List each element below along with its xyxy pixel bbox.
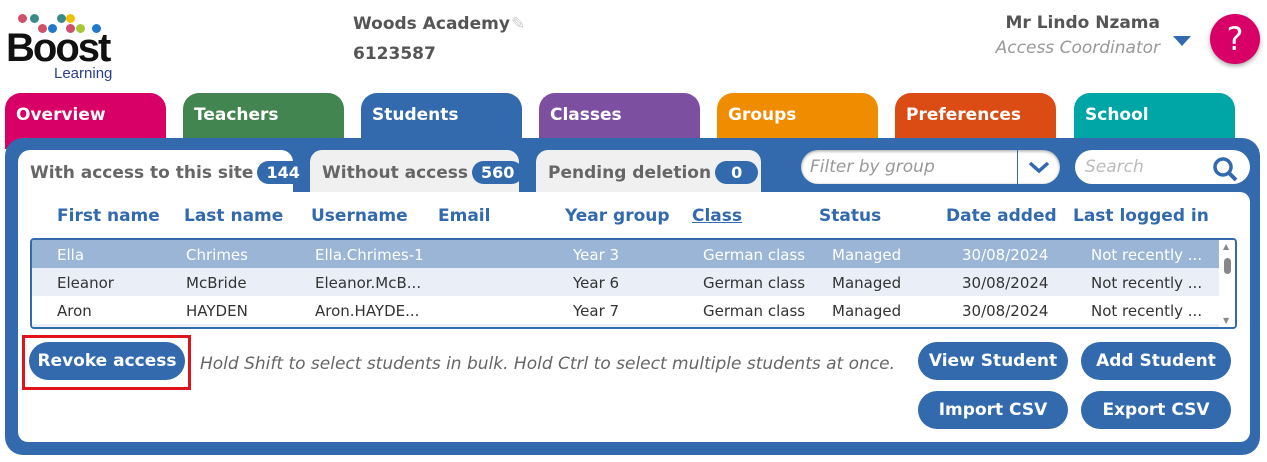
subtab-pending-deletion[interactable]: Pending deletion 0 — [536, 150, 761, 192]
selection-hint: Hold Shift to select students in bulk. H… — [200, 354, 895, 374]
import-csv-button[interactable]: Import CSV — [918, 391, 1068, 429]
cell: Chrimes — [186, 246, 248, 264]
cell: Managed — [832, 274, 902, 292]
cell: Managed — [832, 246, 902, 264]
cell: 30/08/2024 — [962, 246, 1049, 264]
school-name: Woods Academy — [353, 14, 510, 34]
column-username[interactable]: Username — [311, 206, 408, 226]
cell: Not recently ... — [1091, 302, 1203, 320]
column-class[interactable]: Class — [692, 206, 743, 226]
cell: Year 6 — [573, 274, 620, 292]
cell: Year 7 — [573, 302, 620, 320]
chevron-down-icon[interactable] — [1017, 150, 1060, 184]
cell: Ella — [57, 246, 85, 264]
cell: Not recently ... — [1091, 246, 1203, 264]
table-scrollbar[interactable]: ▲ ▼ — [1219, 240, 1235, 327]
cell: 30/08/2024 — [962, 274, 1049, 292]
cell: HAYDEN — [186, 302, 248, 320]
cell: Eleanor.McB... — [315, 274, 422, 292]
user-menu-caret-icon[interactable] — [1173, 36, 1191, 46]
cell: Managed — [832, 302, 902, 320]
column-email[interactable]: Email — [438, 206, 491, 226]
add-student-button[interactable]: Add Student — [1081, 342, 1231, 380]
cell: Year 3 — [573, 246, 620, 264]
column-status[interactable]: Status — [819, 206, 882, 226]
cell: Ella.Chrimes-1 — [315, 246, 424, 264]
subtab-label: Pending deletion — [548, 163, 712, 183]
cell: Not recently ... — [1091, 274, 1203, 292]
count-badge: 560 — [472, 161, 524, 184]
subtab-without-access[interactable]: Without access 560 — [310, 150, 524, 192]
edit-icon[interactable]: ✎ — [511, 14, 526, 34]
table-row[interactable]: Ella Chrimes Ella.Chrimes-1 Year 3 German cl… — [32, 240, 1221, 268]
user-role: Access Coordinator — [995, 38, 1160, 58]
cell: McBride — [186, 274, 247, 292]
cell: German class — [703, 274, 806, 292]
cell: Aron.HAYDE... — [315, 302, 420, 320]
export-csv-button[interactable]: Export CSV — [1081, 391, 1231, 429]
search-icon[interactable] — [1213, 156, 1239, 182]
table-row[interactable]: Eleanor McBride Eleanor.McB... Year 6 German… — [32, 268, 1221, 296]
students-table: Ella Chrimes Ella.Chrimes-1 Year 3 German cl… — [30, 238, 1237, 329]
cell: 30/08/2024 — [962, 302, 1049, 320]
logo: Boost — [6, 26, 111, 70]
subtab-label: Without access — [322, 163, 469, 183]
column-last-logged-in[interactable]: Last logged in — [1073, 206, 1209, 226]
user-name[interactable]: Mr Lindo Nzama — [1005, 13, 1160, 33]
table-row[interactable]: Aron HAYDEN Aron.HAYDE... Year 7 German clas… — [32, 296, 1221, 324]
count-badge: 0 — [715, 161, 759, 184]
column-first-name[interactable]: First name — [57, 206, 160, 226]
table-row — [32, 324, 1221, 327]
search-input[interactable]: Search — [1075, 150, 1250, 184]
cell: Eleanor — [57, 274, 114, 292]
view-student-button[interactable]: View Student — [918, 342, 1068, 380]
count-badge: 144 — [257, 161, 309, 184]
filter-by-group-select[interactable]: Filter by group — [801, 150, 1060, 184]
subtab-with-access[interactable]: With access to this site 144 — [18, 150, 309, 192]
subtab-label: With access to this site — [30, 163, 254, 183]
scroll-down-icon[interactable]: ▼ — [1223, 316, 1230, 325]
scroll-thumb[interactable] — [1224, 258, 1231, 274]
column-year-group[interactable]: Year group — [565, 206, 670, 226]
highlight-box — [22, 335, 191, 390]
school-code: 6123587 — [353, 44, 436, 64]
filter-placeholder: Filter by group — [810, 157, 935, 177]
revoke-access-button[interactable]: Revoke access — [29, 342, 185, 380]
help-button[interactable]: ? — [1210, 14, 1260, 64]
cell: German class — [703, 246, 806, 264]
column-last-name[interactable]: Last name — [184, 206, 284, 226]
column-date-added[interactable]: Date added — [946, 206, 1057, 226]
scroll-up-icon[interactable]: ▲ — [1223, 242, 1230, 251]
search-placeholder: Search — [1085, 157, 1144, 177]
cell: German class — [703, 302, 806, 320]
cell: Aron — [57, 302, 92, 320]
logo-subtitle: Learning — [54, 65, 113, 82]
